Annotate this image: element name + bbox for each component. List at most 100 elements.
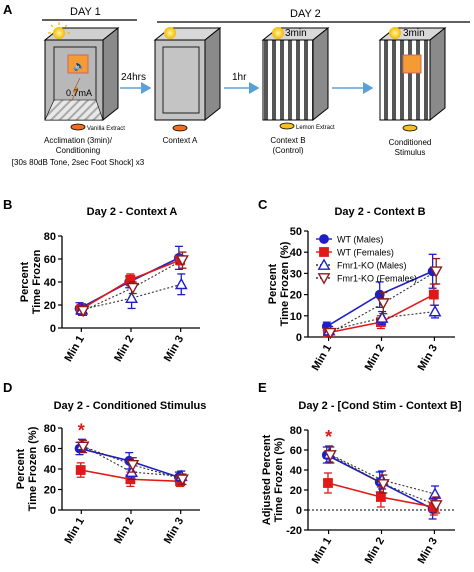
experiment-schematic: DAY 1 DAY 2 🔈 0.7mA Vanilla Extract Accl…: [12, 6, 470, 167]
data-point: [125, 274, 136, 285]
data-point: [323, 327, 333, 338]
series-3: [76, 251, 189, 318]
data-point: [375, 473, 389, 485]
data-point: [126, 282, 140, 295]
x-tick-label: Min 1: [310, 343, 334, 373]
y-tick-label: 50: [290, 226, 302, 238]
data-point: [124, 455, 135, 466]
x-tick-label: Min 2: [112, 516, 136, 546]
data-point: [75, 438, 89, 451]
data-point: [319, 234, 329, 244]
day1-label: DAY 1: [70, 6, 101, 18]
y-tick-label: 60: [44, 444, 56, 456]
y-tick-label: 20: [290, 485, 302, 497]
data-point: [175, 255, 185, 266]
panel-label-e: E: [258, 380, 267, 395]
conditioned-stimulus-chamber: [378, 26, 447, 122]
chart-title: Day 2 - [Cond Stim - Context B]: [298, 400, 462, 412]
data-point: [76, 305, 90, 318]
series-line: [79, 257, 180, 310]
data-point: [376, 479, 390, 491]
series-2: [75, 273, 188, 317]
data-point: [322, 447, 336, 459]
x-tick-label: Min 3: [416, 343, 440, 373]
chart-panel-d: Day 2 - Conditioned Stimulus 0 20 40 60 80 Per…: [15, 400, 206, 546]
data-point: [75, 304, 86, 315]
light-icon: [389, 27, 401, 39]
legend-entry: WT (Males): [337, 235, 383, 245]
data-point: [375, 311, 389, 323]
data-point: [175, 476, 185, 487]
y-axis-label: Adjusted Percent: [261, 434, 273, 525]
legend-entry: Fmr1-KO (Females): [337, 274, 417, 284]
y-tick-label: 30: [290, 268, 302, 280]
context-a-chamber: [153, 26, 222, 122]
series-line: [326, 270, 433, 328]
light-icon: [164, 27, 176, 39]
data-point: [376, 298, 390, 310]
series-0: [321, 446, 438, 520]
data-point: [428, 502, 439, 512]
y-tick-label: 80: [44, 231, 56, 243]
x-tick-label: Min 3: [162, 334, 186, 364]
data-point: [374, 289, 385, 300]
arrow-1hr-label: 1hr: [232, 72, 247, 83]
series-line: [327, 482, 434, 508]
significance-star: *: [78, 420, 85, 440]
chart-title: Day 2 - Conditioned Stimulus: [54, 400, 207, 412]
series-line: [329, 311, 436, 332]
chart-panel-e: Day 2 - [Cond Stim - Context B] -20 0 20 40 6…: [261, 400, 462, 566]
series-1: [75, 254, 185, 315]
legend: WT (Males) WT (Females) Fmr1-KO (Males) Fmr…: [316, 234, 417, 285]
context-b-chamber: [261, 26, 330, 122]
y-tick-label: 20: [290, 290, 302, 302]
y-tick-label: 40: [44, 464, 56, 476]
y-tick-label: 0: [50, 505, 56, 517]
y-axis-label: Percent: [19, 261, 31, 302]
data-point: [319, 247, 329, 257]
lemon-extract-dish: [279, 122, 295, 130]
caption-line-3: [30s 80dB Tone, 2sec Foot Shock] x3: [12, 158, 145, 167]
data-point: [74, 303, 85, 314]
data-point: [427, 504, 438, 514]
x-tick-label: Min 3: [162, 516, 186, 546]
vanilla-extract-dish: [70, 123, 86, 131]
series-1: [323, 472, 439, 516]
series-line: [82, 259, 183, 312]
day2-label: DAY 2: [290, 8, 321, 20]
y-tick-label: 60: [44, 254, 56, 266]
data-point: [75, 465, 86, 475]
chart-title: Day 2 - Context A: [87, 206, 178, 218]
series-line: [79, 447, 180, 478]
y-axis-label: Percent: [15, 448, 27, 489]
light-icon: [53, 27, 65, 39]
vanilla-extract-label: Vanilla Extract: [87, 126, 125, 132]
data-point: [124, 277, 135, 287]
series-line: [82, 445, 183, 480]
y-axis-label: Time Frozen (%): [279, 241, 291, 326]
y-tick-label: -20: [286, 525, 302, 537]
y-tick-label: 20: [44, 485, 56, 497]
context-a-label: Context A: [163, 136, 198, 145]
data-point: [176, 474, 189, 486]
data-point: [317, 258, 331, 270]
series-3: [76, 439, 189, 486]
data-point: [125, 291, 138, 303]
panel-label-a: A: [3, 2, 13, 17]
chart-title: Day 2 - Context B: [334, 206, 425, 218]
y-tick-label: 10: [290, 311, 302, 323]
shock-label: 0.7mA: [66, 88, 92, 98]
data-point: [173, 252, 184, 263]
data-point: [176, 255, 189, 267]
series-2: [322, 304, 442, 336]
x-tick-label: Min 1: [62, 334, 86, 364]
data-point: [125, 474, 136, 485]
series-0: [321, 253, 438, 332]
data-point: [427, 266, 438, 277]
data-point: [321, 450, 332, 460]
series-3: [323, 257, 443, 340]
y-tick-label: 0: [296, 332, 302, 344]
data-point: [317, 273, 331, 285]
data-point: [376, 317, 386, 328]
series-line: [80, 259, 181, 311]
